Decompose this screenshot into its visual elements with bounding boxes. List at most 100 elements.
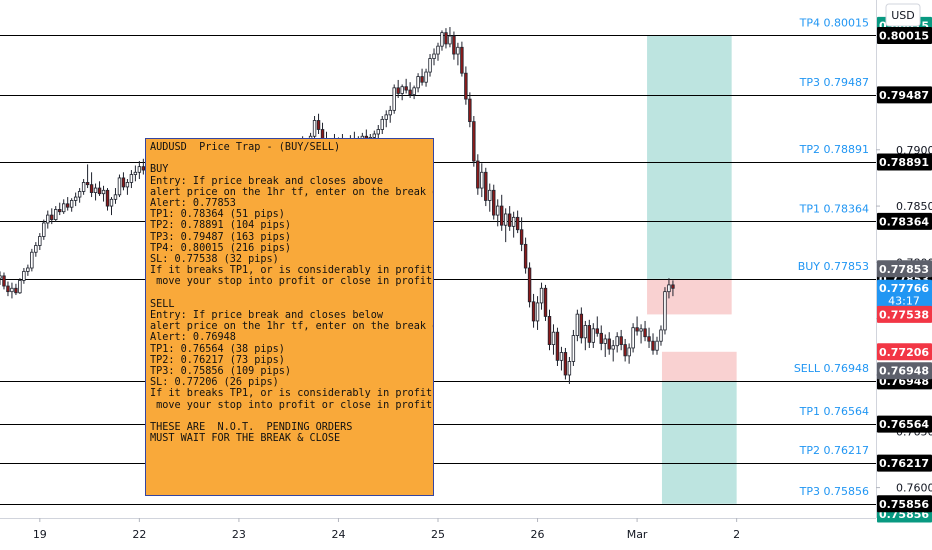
date-tick-label: 23 bbox=[232, 528, 246, 541]
candle-body bbox=[372, 133, 376, 138]
candle-body bbox=[579, 313, 584, 339]
level-tag: 0.75856 bbox=[879, 498, 929, 511]
candle-body bbox=[472, 121, 476, 162]
date-tick-label: 22 bbox=[132, 528, 146, 541]
candle-body bbox=[392, 87, 396, 111]
candle-body bbox=[408, 89, 412, 95]
date-tick-label: 26 bbox=[531, 528, 545, 541]
candle-body bbox=[531, 301, 536, 322]
note-line: AUDUSD Price Trap - (BUY/SELL) bbox=[150, 142, 341, 153]
candle-body bbox=[631, 327, 635, 349]
candle-body bbox=[109, 198, 114, 207]
level-tag-bg bbox=[877, 212, 932, 230]
price-tag: 0.77766 bbox=[879, 282, 929, 295]
candle-body bbox=[77, 191, 82, 198]
note-line: SELL bbox=[150, 298, 175, 310]
level-label: TP4 0.80015 bbox=[799, 16, 869, 29]
candle-body bbox=[667, 284, 671, 293]
price-tag-countdown: 43:17 bbox=[888, 295, 920, 308]
candle-body bbox=[50, 214, 54, 220]
candle-body bbox=[575, 313, 580, 336]
candle-body bbox=[480, 171, 484, 189]
candle-body bbox=[559, 352, 564, 361]
level-label: TP3 0.75856 bbox=[799, 485, 869, 498]
candle-body bbox=[129, 174, 134, 183]
candle-body bbox=[515, 216, 520, 231]
candle-body bbox=[105, 189, 110, 207]
note-line: TP1: 0.76564 (38 pips) bbox=[150, 343, 285, 355]
currency-label[interactable]: USD bbox=[891, 9, 915, 22]
candle-body bbox=[85, 182, 90, 186]
trade-plan-note[interactable]: AUDUSD Price Trap - (BUY/SELL) BUY Entry: … bbox=[145, 138, 434, 496]
level-label: BUY 0.77853 bbox=[798, 260, 869, 273]
candle-body bbox=[595, 328, 599, 334]
candle-body bbox=[34, 245, 38, 253]
candle-body bbox=[93, 187, 98, 193]
candle-body bbox=[69, 200, 74, 208]
candle-body bbox=[535, 302, 540, 322]
date-tick-label: Mar bbox=[627, 528, 648, 541]
level-tag-bg bbox=[877, 86, 932, 104]
candle-body bbox=[54, 209, 58, 220]
candle-body bbox=[460, 46, 464, 74]
candle-body bbox=[563, 352, 568, 376]
candle-body bbox=[659, 329, 663, 342]
price-tag-bg bbox=[877, 343, 932, 361]
candle-body bbox=[101, 189, 106, 195]
candle-body bbox=[627, 347, 631, 357]
level-label: TP3 0.79487 bbox=[799, 76, 869, 89]
candle-body bbox=[30, 251, 34, 269]
price-tag-bg bbox=[877, 362, 932, 380]
candle-body bbox=[507, 213, 512, 227]
level-tag: 0.80015 bbox=[879, 29, 929, 42]
candle-body bbox=[121, 177, 126, 188]
level-tag: 0.78364 bbox=[879, 215, 929, 228]
candle-body bbox=[452, 35, 456, 55]
candle-body bbox=[316, 120, 321, 130]
note-line: TP3: 0.79487 (163 pips) bbox=[150, 231, 292, 243]
candle-body bbox=[651, 340, 655, 351]
note-line: TP1: 0.78364 (51 pips) bbox=[150, 209, 285, 221]
level-tag: 0.79487 bbox=[879, 89, 929, 102]
note-line: THESE ARE N.O.T. PENDING ORDERS bbox=[150, 422, 353, 434]
candle-body bbox=[432, 53, 436, 59]
candle-body bbox=[611, 345, 615, 350]
candle-body bbox=[484, 171, 488, 201]
candle-body bbox=[404, 86, 408, 91]
candle-body bbox=[22, 270, 26, 281]
candle-body bbox=[476, 160, 480, 189]
candle-body bbox=[376, 129, 380, 135]
candle-body bbox=[647, 336, 651, 342]
candle-body bbox=[511, 216, 516, 227]
candle-body bbox=[539, 287, 544, 304]
note-line: alert price on the 1hr tf, enter on the … bbox=[150, 321, 433, 333]
price-tag: 0.77206 bbox=[879, 346, 929, 359]
level-label: SELL 0.76948 bbox=[794, 362, 869, 375]
candle-body bbox=[599, 332, 603, 344]
candle-body bbox=[141, 166, 146, 171]
level-tag: 0.76564 bbox=[879, 418, 929, 431]
note-line: MUST WAIT FOR THE BREAK & CLOSE bbox=[150, 433, 341, 445]
loss-zone bbox=[647, 278, 732, 315]
candle-body bbox=[26, 267, 30, 272]
price-tag: 0.77538 bbox=[879, 308, 929, 321]
note-line: SL: 0.77538 (32 pips) bbox=[150, 254, 279, 266]
profit-zone bbox=[647, 35, 732, 279]
candle-body bbox=[73, 196, 78, 201]
date-tick-label: 19 bbox=[33, 528, 47, 541]
candle-body bbox=[0, 275, 2, 279]
note-line: SL: 0.77206 (26 pips) bbox=[150, 377, 279, 389]
level-tag-bg bbox=[877, 454, 932, 472]
currency-button bbox=[885, 3, 921, 27]
candle-body bbox=[643, 328, 647, 338]
loss-zone bbox=[661, 351, 737, 381]
level-tag-bg bbox=[877, 153, 932, 171]
note-line: Entry: If price break and closes below bbox=[150, 310, 384, 322]
candle-body bbox=[583, 325, 588, 339]
note-line: alert price on the 1hr tf, enter on the … bbox=[150, 186, 433, 198]
candle-body bbox=[125, 182, 130, 188]
candle-body bbox=[619, 336, 623, 345]
level-tag-bg bbox=[877, 26, 932, 44]
